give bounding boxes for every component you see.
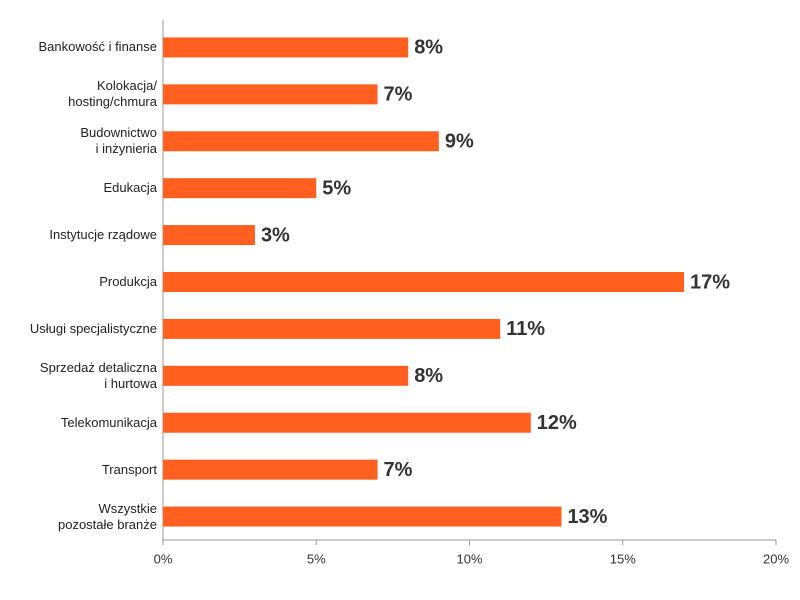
y-tick-label: Wszystkie pozostałe branże (57, 500, 157, 532)
value-label: 11% (506, 318, 545, 340)
bar (163, 84, 378, 105)
value-label: 5% (322, 177, 351, 199)
y-tick-label: Bankowość i finanse (38, 39, 157, 55)
value-label: 13% (567, 506, 607, 528)
y-tick-label: Produkcja (99, 274, 157, 289)
value-label: 7% (384, 84, 413, 106)
y-tick-label: Budownictwo i inżynieria (80, 125, 157, 157)
y-tick-label: Kolokacja/ hosting/chmura (68, 78, 157, 110)
bar (163, 365, 409, 386)
bar (163, 131, 439, 152)
y-tick-label: Sprzedaż detaliczna i hurtowa (39, 359, 157, 391)
y-tick-label: Transport (101, 461, 157, 477)
value-label: 12% (537, 412, 577, 434)
bar (163, 318, 501, 339)
x-tick-label: 5% (307, 551, 326, 566)
value-label: 8% (414, 37, 443, 59)
x-tick-label: 10% (456, 551, 482, 566)
bar (163, 506, 562, 527)
x-tick-label: 15% (610, 551, 636, 566)
x-tick-label: 20% (763, 551, 789, 566)
bar (163, 178, 317, 199)
bar (163, 225, 255, 246)
y-tick-label: Usługi specjalistyczne (29, 320, 157, 336)
value-label: 3% (261, 224, 290, 246)
bar (163, 459, 378, 480)
value-label: 7% (384, 459, 413, 481)
value-label: 8% (414, 365, 443, 387)
bar (163, 412, 531, 433)
x-tick-label: 0% (154, 551, 173, 566)
value-label: 17% (690, 271, 730, 293)
bar (163, 272, 685, 292)
value-label: 9% (445, 131, 474, 153)
bar (163, 37, 409, 58)
y-tick-label: Instytucje rządowe (49, 227, 157, 243)
y-tick-label: Edukacja (103, 180, 157, 196)
y-tick-label: Telekomunikacja (60, 414, 157, 430)
